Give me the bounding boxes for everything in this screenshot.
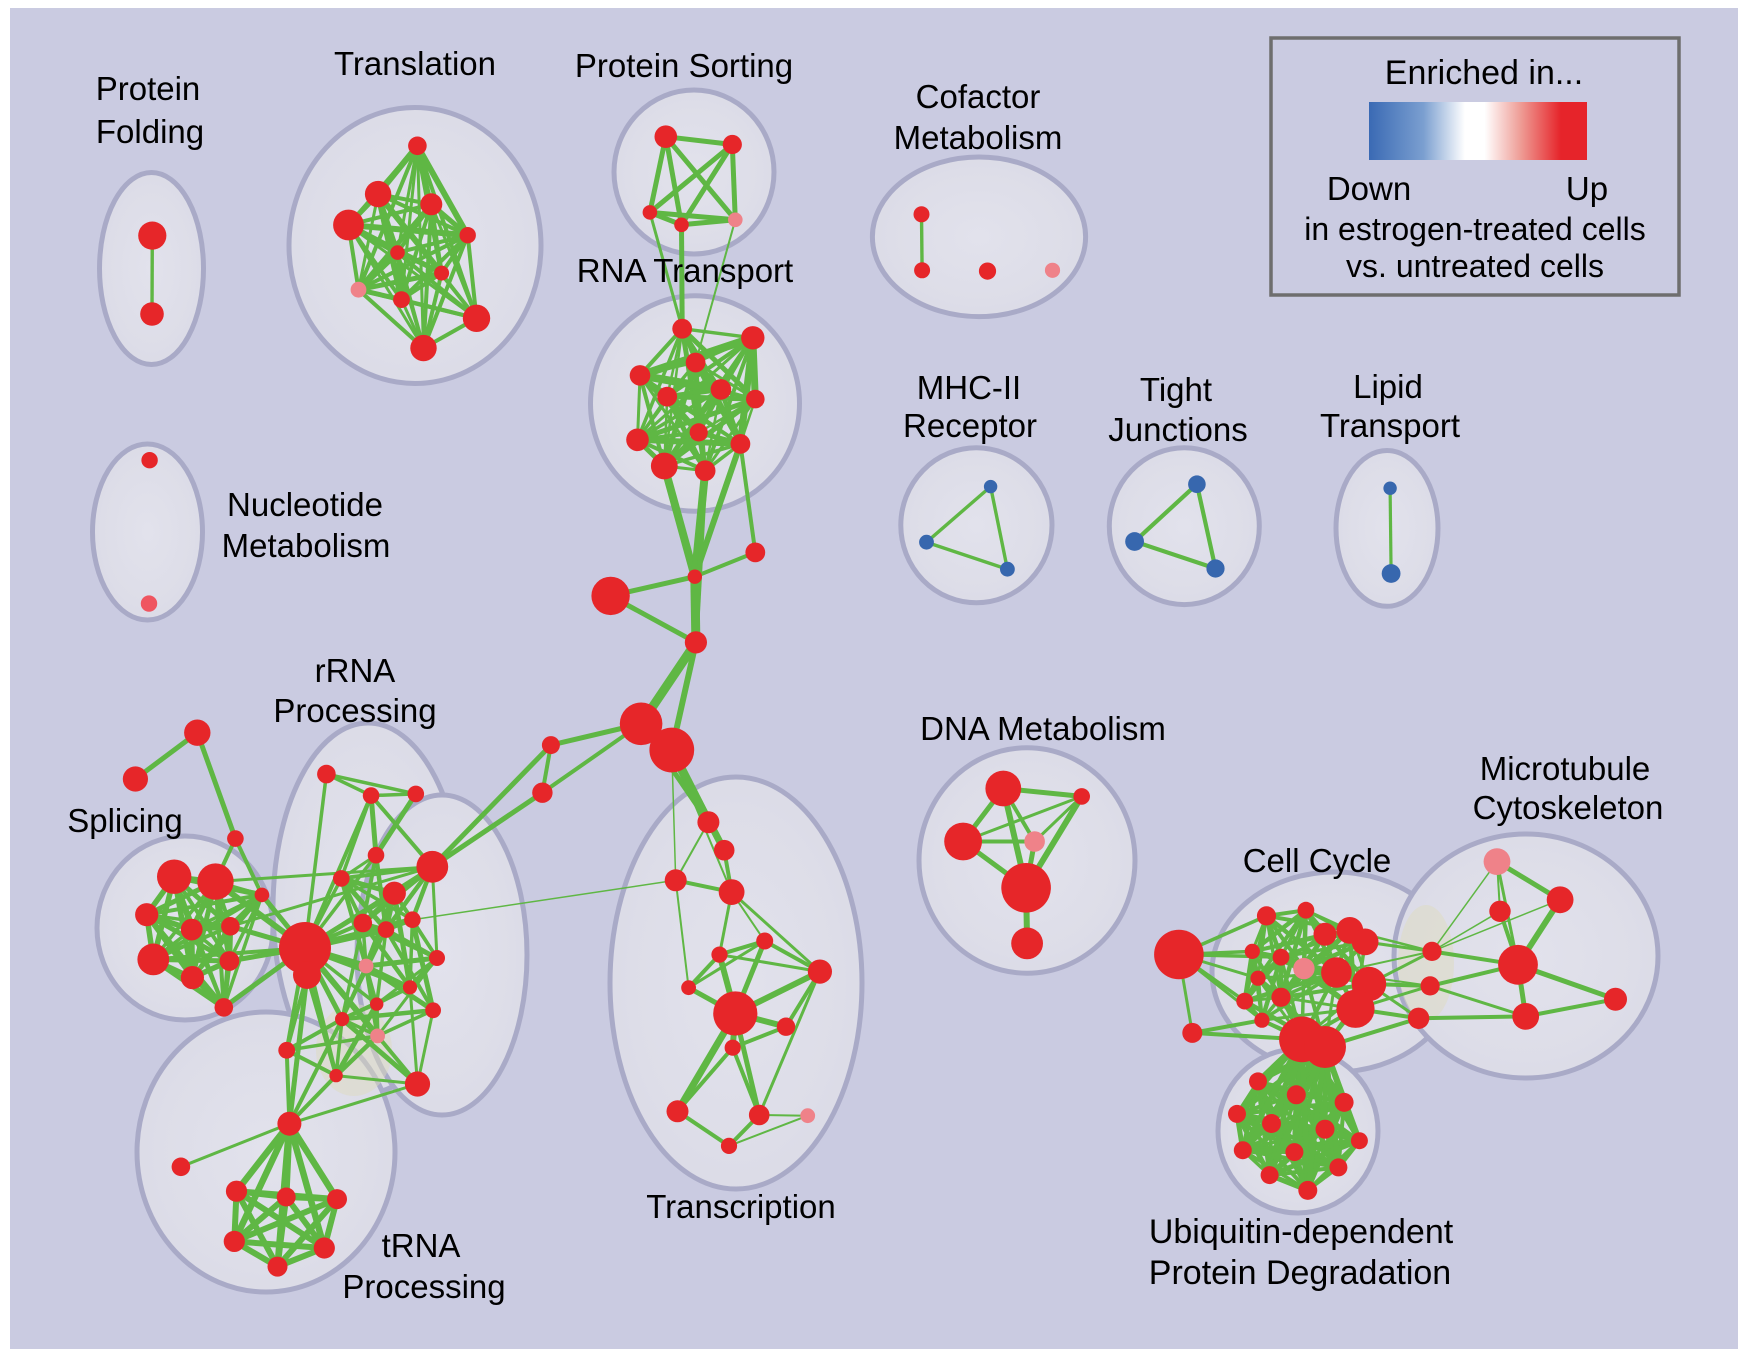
svg-text:Cofactor: Cofactor	[916, 78, 1041, 115]
svg-text:in estrogen-treated cells: in estrogen-treated cells	[1304, 211, 1646, 247]
svg-text:Nucleotide: Nucleotide	[227, 486, 383, 523]
svg-text:Receptor: Receptor	[903, 407, 1037, 444]
svg-text:Metabolism: Metabolism	[222, 527, 391, 564]
svg-text:Transport: Transport	[1320, 407, 1460, 444]
svg-text:Protein Sorting: Protein Sorting	[575, 47, 793, 84]
svg-text:Junctions: Junctions	[1108, 411, 1247, 448]
svg-text:Processing: Processing	[342, 1268, 505, 1305]
svg-text:Protein Degradation: Protein Degradation	[1149, 1254, 1451, 1292]
svg-text:Cytoskeleton: Cytoskeleton	[1473, 789, 1664, 826]
svg-text:Transcription: Transcription	[646, 1188, 836, 1225]
svg-text:Enriched in...: Enriched in...	[1385, 54, 1583, 92]
svg-text:vs. untreated cells: vs. untreated cells	[1346, 248, 1604, 284]
svg-text:rRNA: rRNA	[315, 652, 396, 689]
svg-text:Lipid: Lipid	[1353, 368, 1423, 405]
svg-text:Down: Down	[1327, 170, 1411, 207]
svg-text:Tight: Tight	[1140, 371, 1212, 408]
svg-text:Folding: Folding	[96, 113, 204, 150]
svg-text:Cell Cycle: Cell Cycle	[1243, 842, 1392, 879]
svg-text:MHC-II: MHC-II	[917, 369, 1021, 406]
svg-text:Microtubule: Microtubule	[1480, 750, 1651, 787]
svg-text:Up: Up	[1566, 170, 1608, 207]
svg-text:DNA Metabolism: DNA Metabolism	[920, 710, 1166, 747]
svg-text:Protein: Protein	[96, 70, 201, 107]
svg-text:tRNA: tRNA	[382, 1227, 461, 1264]
svg-text:Splicing: Splicing	[67, 802, 183, 839]
svg-text:Metabolism: Metabolism	[894, 119, 1063, 156]
svg-text:Ubiquitin-dependent: Ubiquitin-dependent	[1149, 1213, 1454, 1251]
svg-text:Processing: Processing	[273, 692, 436, 729]
svg-text:RNA Transport: RNA Transport	[577, 252, 793, 289]
svg-text:Translation: Translation	[334, 45, 496, 82]
